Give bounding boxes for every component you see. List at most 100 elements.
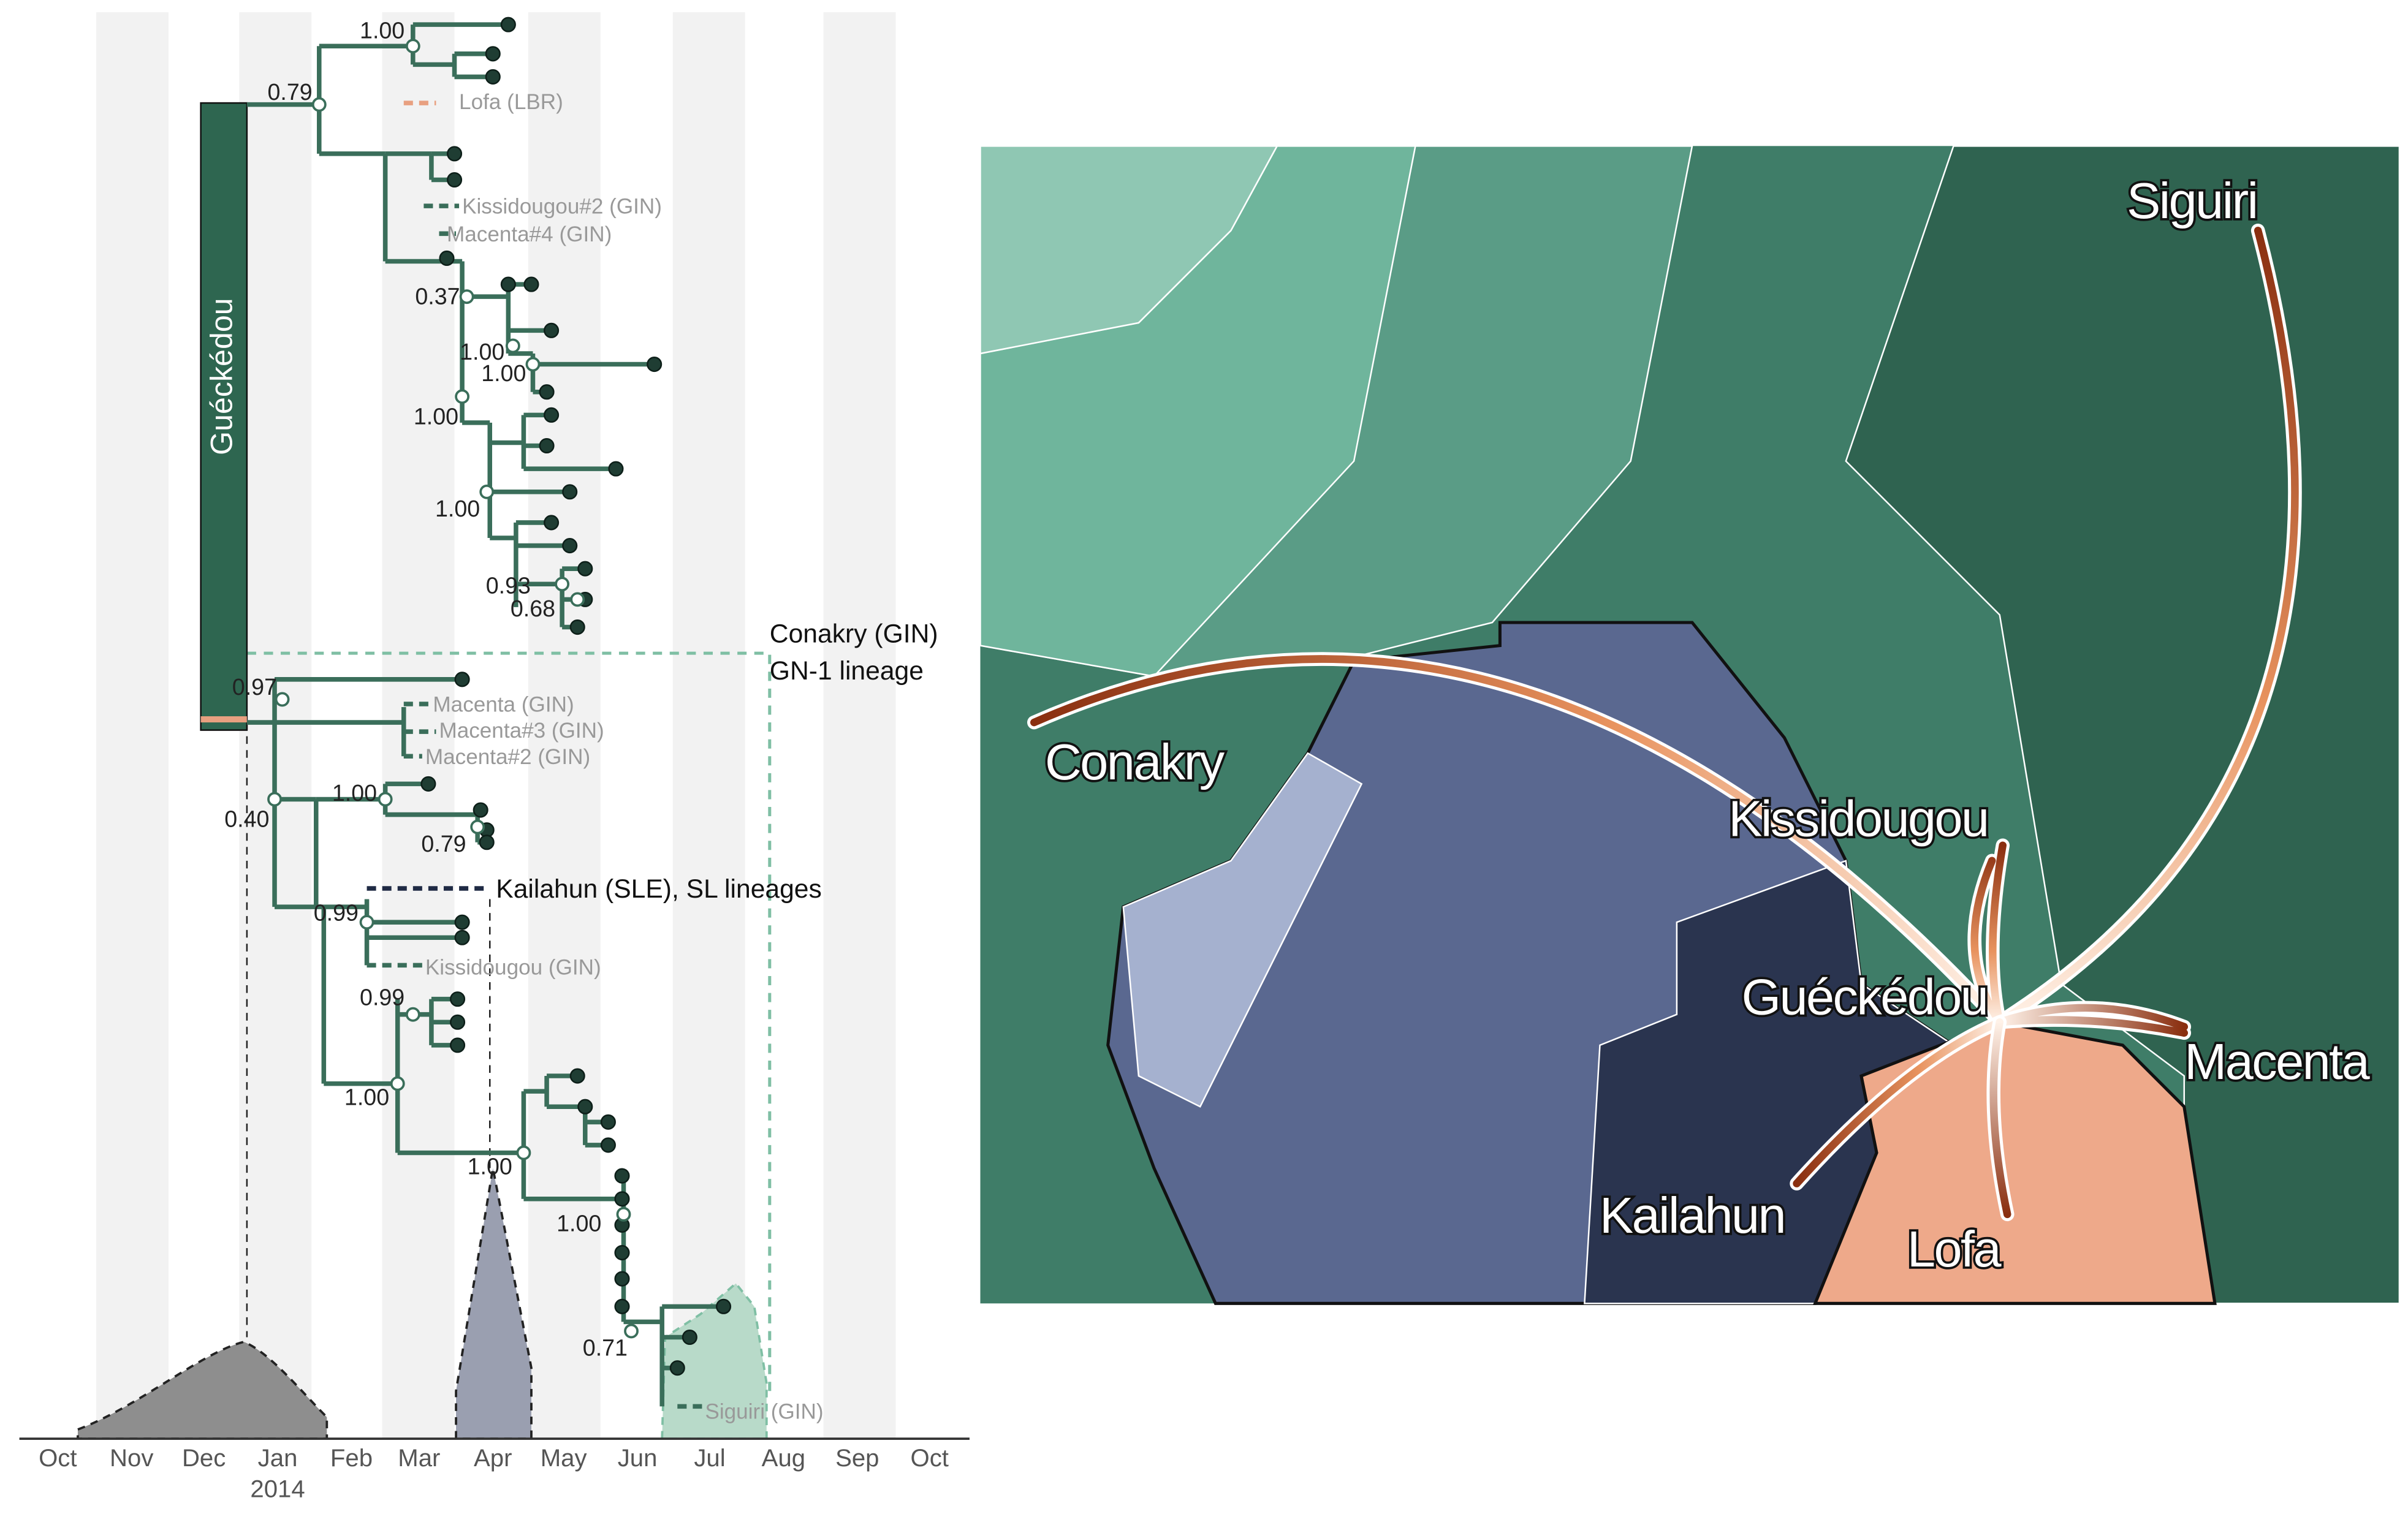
arcs	[1027, 224, 2302, 1222]
tip-dot	[716, 1298, 732, 1314]
year-label: 2014	[250, 1475, 305, 1502]
node	[616, 1206, 631, 1222]
tip-dot	[454, 929, 470, 945]
month-label: May	[541, 1444, 587, 1472]
month-stripes	[96, 12, 896, 1439]
node	[470, 819, 485, 835]
support-value: 0.68	[511, 596, 555, 621]
place-label: Macenta	[2184, 1033, 2370, 1090]
support-value: 0.37	[415, 284, 460, 309]
tip-dot	[447, 172, 463, 188]
place-label: Guéckédou	[1742, 969, 1988, 1026]
node	[525, 357, 541, 372]
node	[359, 915, 374, 930]
stripe	[382, 12, 455, 1439]
tip-dot	[500, 17, 516, 32]
tip-label: Macenta#4 (GIN)	[447, 222, 612, 246]
tip-dot	[614, 1298, 630, 1314]
region	[979, 145, 1278, 355]
region	[1845, 145, 2401, 1304]
tip-dot	[682, 1329, 697, 1346]
support-value: 0.99	[314, 900, 359, 926]
month-label: Sep	[835, 1444, 879, 1472]
region	[1122, 752, 1363, 1108]
tip-label: Siguiri (GIN)	[705, 1399, 823, 1423]
tip-dot	[485, 46, 501, 62]
annotation: Kailahun (SLE), SL lineages	[496, 874, 822, 904]
arc	[1989, 1018, 2011, 1219]
clade-bar-lofa	[200, 716, 247, 723]
node	[516, 1145, 531, 1160]
tip-dot	[454, 914, 470, 930]
tip-dot	[647, 357, 663, 373]
tip-dot	[539, 437, 555, 454]
tip-dot	[600, 1114, 616, 1130]
clade-bar	[200, 102, 248, 731]
arc	[1996, 227, 2299, 1026]
support-value: 1.00	[468, 1154, 512, 1179]
tip-label: Macenta#3 (GIN)	[439, 719, 604, 743]
node	[624, 1323, 639, 1339]
support-value: 1.00	[556, 1210, 601, 1236]
arc	[1030, 655, 2004, 1026]
month-label: Dec	[182, 1444, 226, 1472]
clade-label: Guéckédou	[204, 298, 238, 455]
place-label: Conakry	[1045, 733, 1225, 790]
support-value: 1.00	[481, 360, 526, 386]
node	[570, 592, 585, 607]
tip-dot	[485, 69, 501, 85]
tip-dot	[544, 322, 560, 338]
map	[979, 145, 2401, 1305]
place-label: Siguiri	[2127, 172, 2257, 229]
conakry-box	[246, 651, 772, 1399]
support-value: 0.79	[268, 79, 313, 105]
tip-dot	[450, 1037, 466, 1053]
tip-dot	[614, 1168, 630, 1184]
month-label: Apr	[474, 1444, 512, 1472]
support-value: 1.00	[360, 18, 404, 44]
arc	[1996, 1004, 2189, 1037]
tip-dot	[500, 276, 516, 292]
node	[267, 792, 282, 807]
tip-dot	[614, 1191, 630, 1207]
tip-dot	[479, 835, 495, 850]
support-value: 0.79	[421, 831, 466, 857]
place-label: Kailahun	[1600, 1187, 1785, 1244]
node	[390, 1076, 405, 1091]
siguiri-curve	[661, 1281, 768, 1440]
month-label: Mar	[398, 1444, 440, 1472]
guinea-curve	[77, 1341, 329, 1440]
tip-dot	[577, 1099, 593, 1115]
place-label: Kissidougou	[1728, 790, 1988, 847]
month-label: Jul	[694, 1444, 725, 1472]
tip-dot	[439, 250, 455, 266]
month-label: Nov	[110, 1444, 153, 1472]
stripe	[96, 12, 169, 1439]
stripe	[672, 12, 745, 1439]
node	[505, 338, 520, 354]
tip-dot	[569, 1068, 585, 1084]
tip-dot	[450, 991, 466, 1007]
month-label: Feb	[330, 1444, 373, 1472]
month-label: Aug	[762, 1444, 805, 1472]
tip-dot	[562, 484, 578, 500]
tip-dot	[473, 802, 488, 818]
support-value: 0.71	[583, 1335, 628, 1361]
tip-label: Macenta (GIN)	[433, 692, 574, 716]
tip-dot	[420, 776, 436, 792]
support-value: 1.00	[332, 780, 377, 806]
arc	[1970, 841, 2007, 1026]
node	[459, 289, 474, 305]
tip-dot	[544, 515, 560, 531]
tip-dot	[447, 146, 463, 162]
support-value: 1.00	[435, 496, 480, 521]
tip-label: Lofa (LBR)	[459, 90, 563, 114]
tip-dot	[614, 1271, 630, 1287]
tip-dot	[669, 1360, 685, 1376]
node	[405, 1007, 420, 1022]
tip-dot	[562, 538, 578, 554]
month-label: Oct	[39, 1444, 77, 1472]
sierra-leone-curve	[455, 1168, 533, 1440]
support-value: 0.93	[486, 572, 531, 598]
month-label: Jan	[258, 1444, 298, 1472]
